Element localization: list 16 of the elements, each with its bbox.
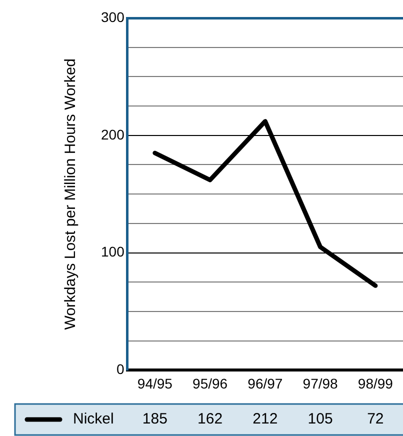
x-tick-label: 97/98 xyxy=(302,375,338,392)
x-tick-label: 94/95 xyxy=(137,375,173,392)
y-tick-label: 300 xyxy=(101,8,125,25)
x-tick-label: 96/97 xyxy=(248,375,283,392)
data-label: 72 xyxy=(367,410,384,428)
data-label: 162 xyxy=(198,410,223,428)
y-tick-label: 100 xyxy=(101,244,125,260)
x-tick-label: 98/99 xyxy=(358,375,394,392)
legend-label: Nickel xyxy=(73,410,114,428)
y-tick-label: 0 xyxy=(116,361,125,378)
y-tick-label: 200 xyxy=(101,126,125,142)
y-axis-title: Workdays Lost per Million Hours Worked xyxy=(62,58,80,330)
x-tick-label: 95/96 xyxy=(192,375,228,392)
data-label: 212 xyxy=(252,410,278,428)
data-label: 105 xyxy=(308,410,333,428)
data-label: 185 xyxy=(142,410,168,428)
